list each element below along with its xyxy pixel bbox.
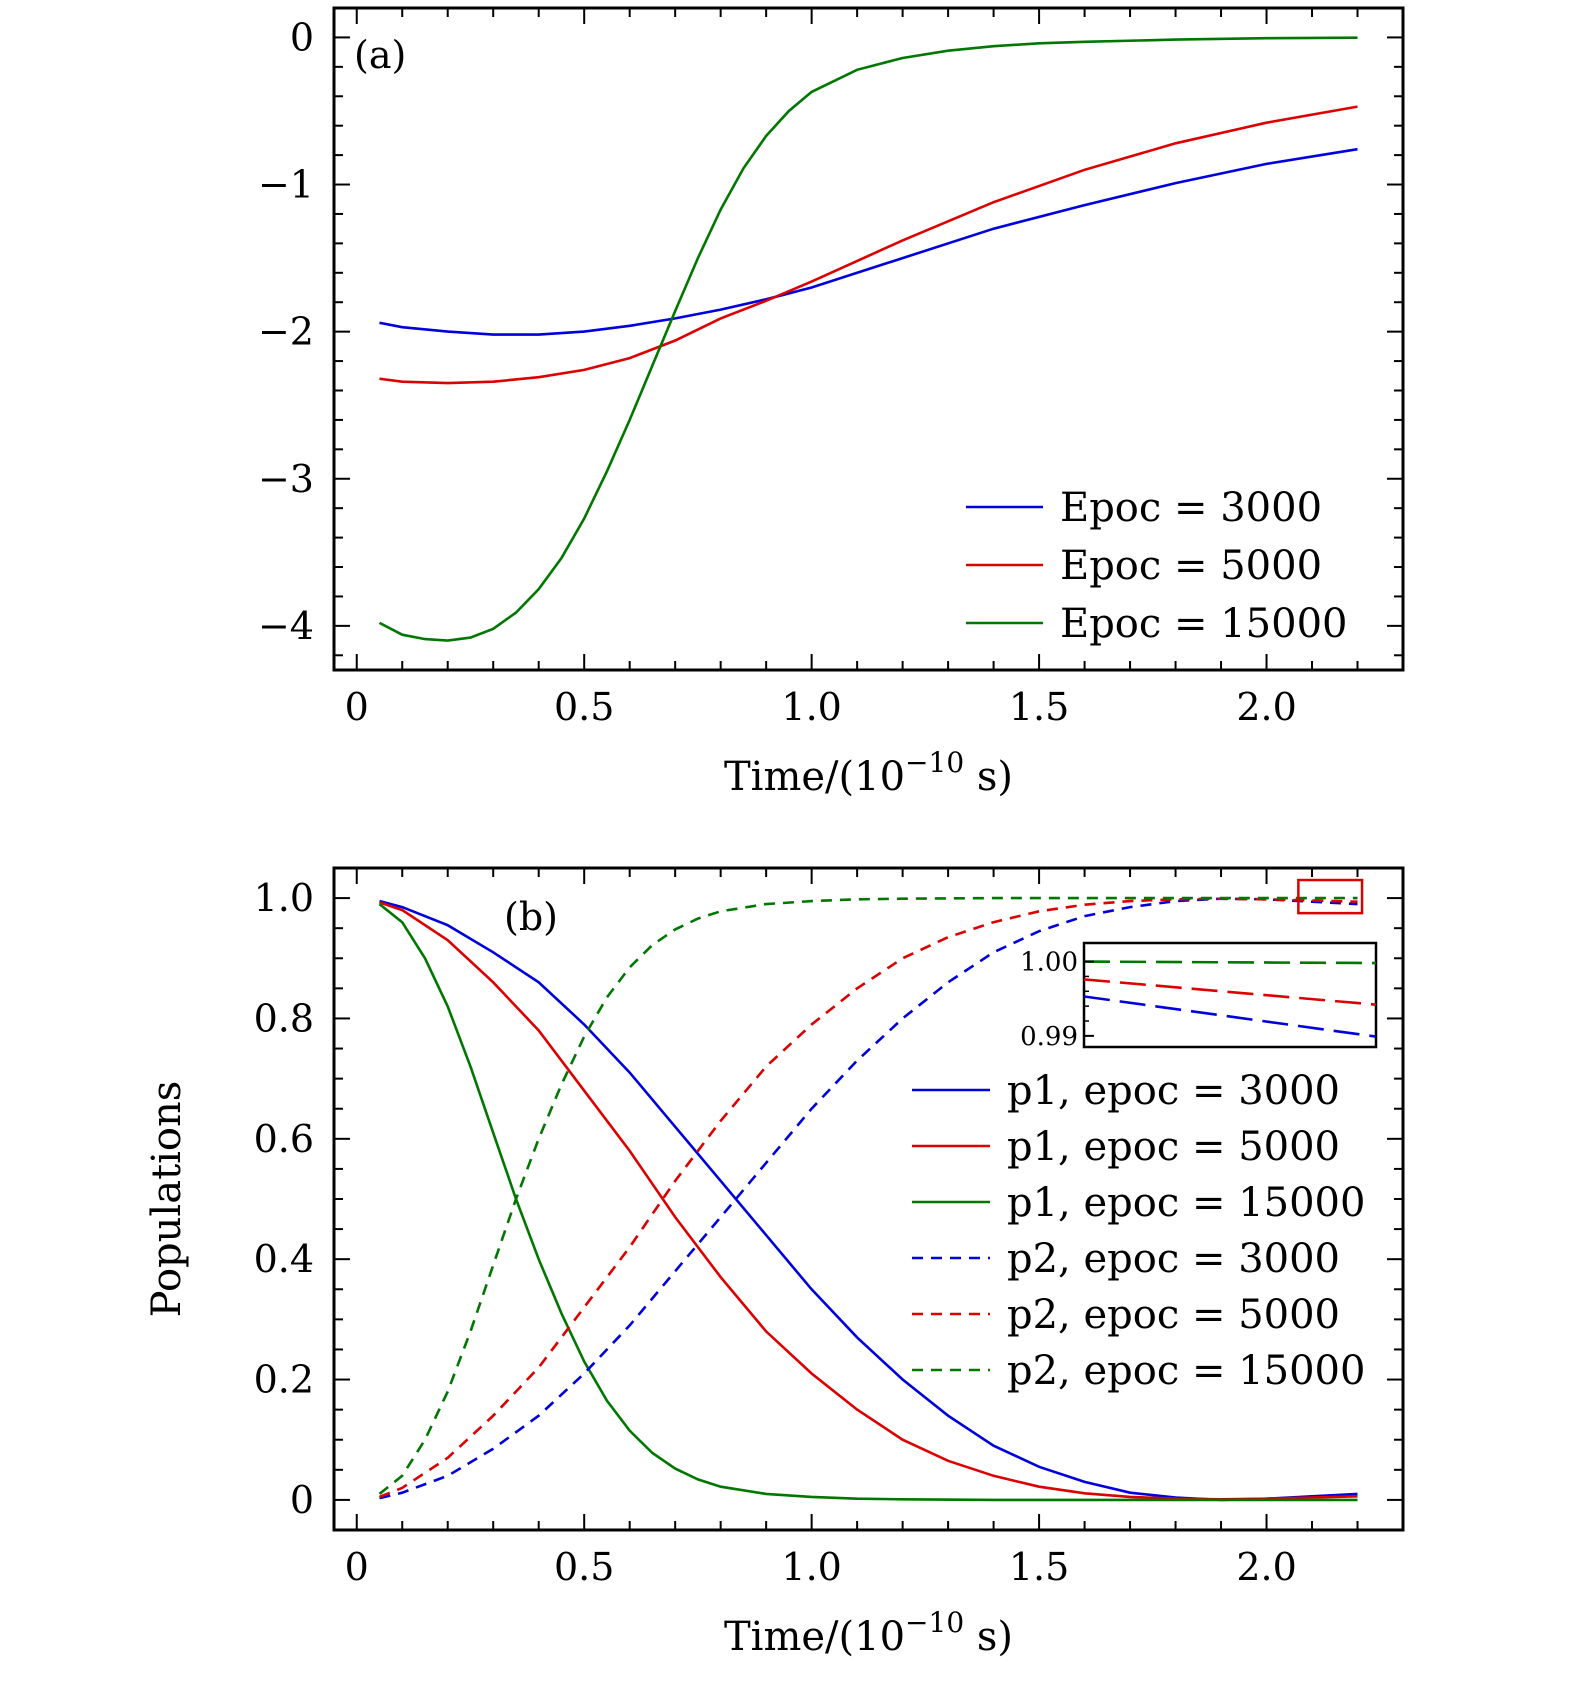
x-tick-label: 0 bbox=[345, 1545, 369, 1589]
y-tick-label: 0.2 bbox=[254, 1358, 314, 1402]
x-tick-label: 1.5 bbox=[1009, 1545, 1069, 1589]
series-line-0 bbox=[379, 147, 1358, 336]
legend-entry: Epoc = 15000 bbox=[1060, 601, 1347, 647]
y-axis-title: Populations bbox=[144, 1081, 190, 1318]
series-line-4 bbox=[379, 897, 1358, 1499]
inset-series-line-0 bbox=[1084, 960, 1376, 965]
plot-frame bbox=[332, 6, 1405, 672]
y-tick-label: −4 bbox=[258, 604, 314, 648]
series-group bbox=[378, 36, 1358, 642]
series-line-2 bbox=[378, 36, 1358, 642]
inset-plot: 1.00 0.99 bbox=[1020, 941, 1378, 1052]
x-tick-label: 2.0 bbox=[1236, 1545, 1296, 1589]
legend-entry: p2, epoc = 5000 bbox=[1007, 1292, 1340, 1338]
x-axis-title: Time/(10−10 s) bbox=[724, 1606, 1013, 1660]
zoom-highlight-box bbox=[1297, 878, 1364, 915]
inset-series-line-2 bbox=[1084, 995, 1376, 1038]
series-line-5 bbox=[378, 896, 1358, 1495]
legend-entry: p2, epoc = 15000 bbox=[1007, 1348, 1365, 1394]
x-axis-title: Time/(10−10 s) bbox=[724, 746, 1013, 800]
legend-entry: p1, epoc = 5000 bbox=[1007, 1124, 1340, 1170]
inset-series-line-1 bbox=[1084, 978, 1376, 1006]
series-group bbox=[378, 896, 1358, 1502]
legend-entry: p2, epoc = 3000 bbox=[1007, 1236, 1340, 1282]
x-tick-label: 1.5 bbox=[1009, 685, 1069, 729]
y-tick-label: 0.6 bbox=[254, 1117, 314, 1161]
x-tick-label: 1.0 bbox=[781, 1545, 841, 1589]
x-tick-label: 0 bbox=[345, 685, 369, 729]
x-tick-label: 1.0 bbox=[781, 685, 841, 729]
legend-entry: p1, epoc = 3000 bbox=[1007, 1068, 1340, 1114]
y-tick-label: 0 bbox=[290, 1478, 314, 1522]
legend-entry: p1, epoc = 15000 bbox=[1007, 1180, 1365, 1226]
x-axis-title-unit: s) bbox=[964, 1614, 1013, 1660]
y-tick-label: −2 bbox=[258, 310, 314, 354]
series-line-2 bbox=[378, 903, 1358, 1502]
x-axis-title-main: Time/(10 bbox=[724, 754, 905, 800]
x-axis-title-unit: s) bbox=[964, 754, 1013, 800]
panel-b: 0 0.5 1.0 1.5 2.0 0 0.2 0.4 0.6 0.8 1.0 Time/(10−10… bbox=[144, 866, 1405, 1660]
x-axis-title-main: Time/(10 bbox=[724, 1614, 905, 1660]
series-line-1 bbox=[379, 105, 1358, 385]
y-tick-label: 0.8 bbox=[254, 996, 314, 1040]
panel-label: (b) bbox=[504, 895, 558, 939]
y-tick-label: −1 bbox=[258, 163, 314, 207]
y-tick-label: 1.0 bbox=[254, 876, 314, 920]
y-tick-label: 0.4 bbox=[254, 1237, 314, 1281]
panel-a: 0 0.5 1.0 1.5 2.0 0 −1 −2 −3 −4 Time/(10−10 s) (a) E… bbox=[258, 6, 1405, 800]
legend-entry: Epoc = 3000 bbox=[1060, 485, 1322, 531]
x-tick-label: 0.5 bbox=[554, 685, 614, 729]
y-tick-label: 0 bbox=[290, 15, 314, 59]
x-tick-label: 2.0 bbox=[1236, 685, 1296, 729]
y-tick-label: −3 bbox=[258, 457, 314, 501]
inset-frame bbox=[1082, 941, 1378, 1049]
x-axis-title-exponent: −10 bbox=[905, 746, 964, 779]
series-line-3 bbox=[379, 897, 1358, 1500]
inset-y-tick-label: 1.00 bbox=[1020, 948, 1078, 978]
panel-label: (a) bbox=[354, 33, 406, 77]
x-axis-title-exponent: −10 bbox=[905, 1606, 964, 1639]
inset-y-tick-label: 0.99 bbox=[1020, 1022, 1078, 1052]
x-tick-label: 0.5 bbox=[554, 1545, 614, 1589]
legend-entry: Epoc = 5000 bbox=[1060, 543, 1322, 589]
